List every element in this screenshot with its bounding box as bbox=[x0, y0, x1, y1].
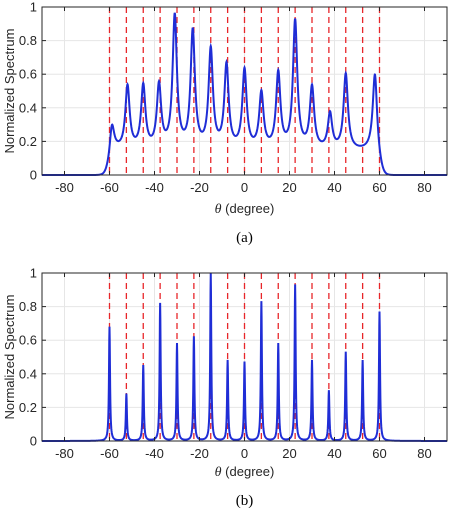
x-tick-label: -80 bbox=[55, 446, 74, 461]
spectrum-curve-b bbox=[42, 272, 447, 442]
y-tick-label: 0.2 bbox=[19, 400, 37, 415]
y-tick-label: 0.8 bbox=[19, 299, 37, 314]
spectrum-curve-a bbox=[42, 12, 447, 176]
y-tick-label: 0.6 bbox=[19, 67, 37, 82]
x-ticks-b: -80 -60 -40 -20 0 20 40 60 80 bbox=[55, 273, 432, 461]
y-tick-label: 0.2 bbox=[19, 134, 37, 149]
x-tick-label: 0 bbox=[241, 446, 248, 461]
y-tick-label: 0.6 bbox=[19, 333, 37, 348]
y-axis-label-a: Normalized Spectrum bbox=[2, 29, 17, 154]
x-tick-label: 60 bbox=[372, 180, 386, 195]
x-tick-label: -60 bbox=[100, 446, 119, 461]
x-tick-label: -20 bbox=[190, 446, 209, 461]
y-tick-label: 0.4 bbox=[19, 366, 37, 381]
x-tick-label: 80 bbox=[417, 180, 431, 195]
x-tick-label: 40 bbox=[327, 446, 341, 461]
x-ticks-a: -80 -60 -40 -20 0 20 40 60 80 bbox=[55, 7, 432, 195]
y-tick-label: 1 bbox=[30, 0, 37, 15]
x-tick-label: -80 bbox=[55, 180, 74, 195]
y-ticks-a: 0 0.2 0.4 0.6 0.8 1 bbox=[19, 0, 447, 183]
y-tick-label: 0 bbox=[30, 434, 37, 449]
x-tick-label: -20 bbox=[190, 180, 209, 195]
x-tick-label: 20 bbox=[282, 446, 296, 461]
x-tick-label: -40 bbox=[145, 446, 164, 461]
x-tick-label: -40 bbox=[145, 180, 164, 195]
chart-panel-b: -80 -60 -40 -20 0 20 40 60 80 0 0.2 0.4 0.6 0.8 1 Nor… bbox=[2, 266, 448, 509]
x-axis-label-a: θ (degree) bbox=[215, 201, 275, 217]
caption-b: (b) bbox=[236, 493, 254, 509]
y-tick-label: 0.4 bbox=[19, 100, 37, 115]
x-tick-label: 40 bbox=[327, 180, 341, 195]
x-tick-label: 60 bbox=[372, 446, 386, 461]
y-tick-label: 1 bbox=[30, 266, 37, 281]
x-tick-label: 20 bbox=[282, 180, 296, 195]
caption-a: (a) bbox=[236, 230, 253, 246]
chart-panel-a: -80 -60 -40 -20 0 20 40 60 80 0 0.2 0.4 0.6 0.8 1 Nor… bbox=[2, 0, 448, 246]
x-axis-label-b: θ (degree) bbox=[215, 464, 275, 480]
y-ticks-b: 0 0.2 0.4 0.6 0.8 1 bbox=[19, 266, 447, 449]
y-axis-label-b: Normalized Spectrum bbox=[2, 295, 17, 420]
x-tick-label: 0 bbox=[241, 180, 248, 195]
y-tick-label: 0 bbox=[30, 168, 37, 183]
x-tick-label: 80 bbox=[417, 446, 431, 461]
x-tick-label: -60 bbox=[100, 180, 119, 195]
y-tick-label: 0.8 bbox=[19, 33, 37, 48]
